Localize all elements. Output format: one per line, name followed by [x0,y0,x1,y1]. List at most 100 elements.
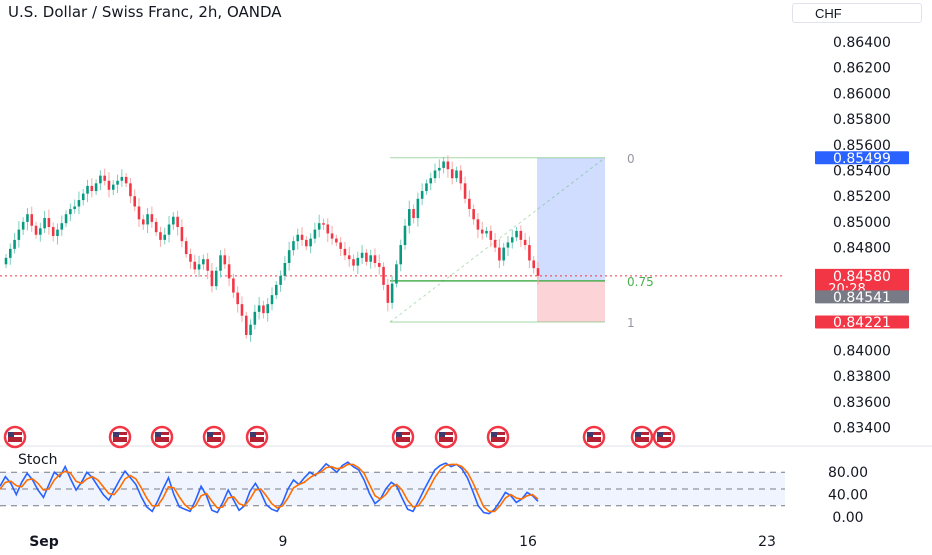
event-marker [245,425,269,449]
candle-body [180,227,184,242]
candle-body [184,241,188,255]
event-marker [630,425,654,449]
candle-body [253,311,257,325]
candle-body [9,248,12,258]
event-marker-canton [8,432,14,437]
candle-body [167,224,171,235]
candle-body [395,264,398,284]
candle-body [56,229,59,237]
candle-body [266,304,269,314]
last-price-label: 0.84580 [833,269,891,285]
candle-body [330,233,334,239]
candle-body [360,252,364,258]
candle-body [17,229,21,240]
currency-selector[interactable]: CHF [792,3,922,23]
price-tick-label: 0.84800 [833,241,891,257]
candle-body [30,214,34,226]
candle-body [515,230,518,238]
candle-body [39,228,42,235]
candle-body [94,183,98,192]
candle-body [262,305,265,314]
price-tick-label: 0.86200 [833,61,891,77]
candle-body [116,180,119,185]
candle-body [150,214,154,222]
candle-body [506,242,510,248]
event-marker [652,425,676,449]
candle-body [442,161,445,168]
candle-body [133,196,136,207]
candle-body [129,183,132,197]
stop-price-label-bg [815,315,909,329]
candle-body [438,167,441,171]
candle-body [227,264,231,279]
candle-body [322,223,325,225]
candle-body [81,193,85,201]
event-marker-stripe [250,435,264,437]
candle-body [154,221,158,233]
candle-body [107,180,111,190]
candle-body [86,185,89,194]
event-marker-canton [439,432,445,437]
candle-body [214,270,218,287]
stop-zone [537,280,605,323]
time-tick-label: 9 [279,534,288,550]
candle-body [493,239,497,248]
candle-body [176,216,179,228]
candle-body [365,252,368,262]
target-price-label: 0.85499 [833,151,891,167]
candle-body [305,239,308,247]
event-marker-stripe [635,435,649,437]
event-marker-canton [491,432,497,437]
event-marker-canton [113,432,119,437]
candle-body [64,214,68,224]
candle-body [369,255,372,262]
candle-body [498,247,501,261]
candle-body [34,225,38,235]
price-tick-label: 0.83600 [833,395,891,411]
candle-body [412,209,415,219]
candle-body [47,218,51,228]
price-tick-label: 0.83800 [833,369,891,385]
candle-body [103,175,106,181]
candle-body [236,292,239,305]
candle-body [244,315,248,335]
entry-price-label-bg [815,290,909,304]
candle-body [463,183,467,199]
target-price-label-bg [815,151,909,165]
event-marker-stripe [155,435,169,437]
event-marker-stripe [439,435,453,437]
candle-body [287,250,291,264]
event-marker-stripe [491,435,505,437]
candle-body [279,275,282,285]
event-marker-canton [587,432,593,437]
candle-body [223,255,227,265]
price-tick-label: 0.85200 [833,189,891,205]
candle-body [472,209,475,220]
candle-body [489,230,493,240]
candle-body [77,200,81,207]
event-marker [391,425,415,449]
candle-body [219,255,222,271]
candle-body [532,260,535,269]
candle-body [425,183,428,192]
price-tick-label: 0.85400 [833,164,891,180]
candle-body [99,175,102,184]
event-marker-canton [635,432,641,437]
candle-body [60,223,64,230]
target-zone [537,157,605,281]
time-tick-label: 23 [758,534,776,550]
event-marker-canton [657,432,663,437]
event-marker-stripe [657,435,671,437]
price-tick-label: 0.83400 [833,421,891,437]
fib-level-label: 0.75 [627,275,654,289]
fib-level-label: 0 [627,152,635,166]
candle-body [373,255,377,264]
candle-body [399,245,402,265]
candle-body [317,223,321,230]
candle-body [356,257,360,266]
candle-body [377,263,381,267]
candle-body [480,229,484,234]
event-marker [486,425,510,449]
